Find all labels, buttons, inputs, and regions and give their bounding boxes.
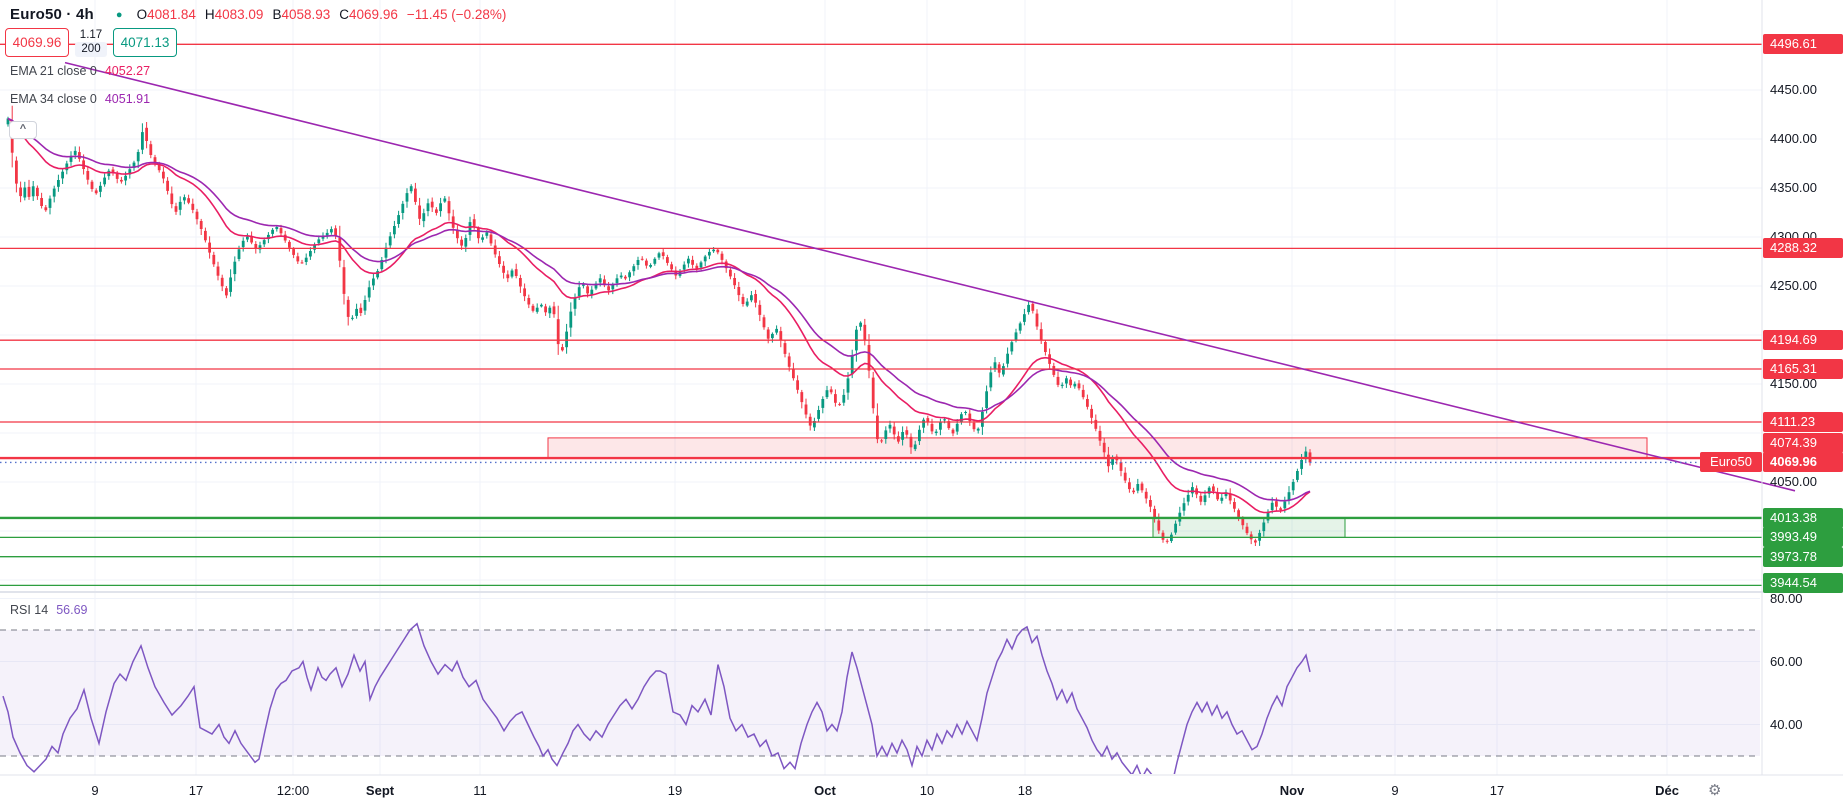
time-tick-label: 17 bbox=[1489, 783, 1505, 798]
rsi-legend[interactable]: RSI 14 56.69 bbox=[10, 603, 88, 617]
price-tick-label: 4050.00 bbox=[1770, 474, 1817, 489]
rsi-tick-label: 40.00 bbox=[1770, 716, 1803, 732]
quote-widget: 4069.96 1.17 200 4071.13 bbox=[5, 28, 177, 57]
candles-layer bbox=[6, 105, 1312, 546]
chevron-up-icon[interactable]: ^ bbox=[9, 121, 37, 139]
symbol-title[interactable]: Euro50 · 4h bbox=[10, 6, 94, 23]
ema21-legend[interactable]: EMA 21 close 0 4052.27 bbox=[10, 64, 151, 78]
price-level-badge: 4288.32 bbox=[1763, 238, 1843, 259]
change-value: −11.45 (−0.28%) bbox=[406, 7, 507, 22]
price-level-badge: 3973.78 bbox=[1763, 546, 1843, 567]
rsi-pane bbox=[0, 622, 1760, 774]
spread-value: 1.17 bbox=[79, 28, 103, 41]
time-tick-label: 18 bbox=[1017, 783, 1033, 798]
pane-borders bbox=[0, 0, 1843, 776]
price-tick-label: 4350.00 bbox=[1770, 180, 1817, 195]
market-status-icon: ● bbox=[115, 8, 123, 21]
price-level-badge: 4111.23 bbox=[1763, 411, 1843, 432]
spread-info: 1.17 200 bbox=[69, 29, 113, 57]
horizontal-levels[interactable] bbox=[0, 43, 1762, 587]
price-level-badge: 4165.31 bbox=[1763, 358, 1843, 379]
price-level-badge: 4074.39 bbox=[1763, 433, 1843, 454]
lot-size-value[interactable]: 200 bbox=[75, 41, 107, 57]
settings-gear-icon[interactable]: ⚙ bbox=[1708, 782, 1722, 799]
time-tick-label: 19 bbox=[667, 783, 683, 798]
time-tick-label: 17 bbox=[188, 783, 204, 798]
price-level-badge: 3944.54 bbox=[1763, 573, 1843, 594]
price-tick-label: 4450.00 bbox=[1770, 82, 1817, 97]
price-tick-label: 4400.00 bbox=[1770, 131, 1817, 146]
ema34-legend[interactable]: EMA 34 close 0 4051.91 bbox=[10, 92, 151, 106]
symbol-price-tag: Euro50 bbox=[1700, 452, 1762, 473]
buy-button[interactable]: 4071.13 bbox=[113, 28, 177, 57]
price-level-badge: 4194.69 bbox=[1763, 330, 1843, 351]
time-tick-label: 11 bbox=[473, 783, 487, 798]
time-tick-label: Déc bbox=[1655, 783, 1679, 798]
rsi-line bbox=[2, 622, 1311, 774]
price-level-badge: 4496.61 bbox=[1763, 34, 1843, 55]
time-axis[interactable] bbox=[0, 775, 1700, 808]
grid-layer bbox=[0, 0, 1762, 775]
price-tick-label: 4150.00 bbox=[1770, 376, 1817, 391]
chart-header: Euro50 · 4h ● O4081.84 H4083.09 B4058.93… bbox=[10, 6, 506, 23]
time-tick-label: 9 bbox=[91, 783, 99, 798]
descending-trendline[interactable] bbox=[64, 61, 1796, 492]
price-level-badge: 3993.49 bbox=[1763, 527, 1843, 548]
price-axis[interactable] bbox=[1763, 0, 1843, 775]
last-price-badge: 4069.96 bbox=[1763, 452, 1843, 473]
rsi-tick-label: 60.00 bbox=[1770, 653, 1803, 669]
price-tick-label: 4250.00 bbox=[1770, 278, 1817, 293]
price-level-badge: 4013.38 bbox=[1763, 507, 1843, 528]
time-tick-label: Oct bbox=[814, 783, 836, 798]
supply-demand-zones[interactable] bbox=[547, 437, 1648, 538]
ema-lines[interactable] bbox=[7, 117, 1311, 514]
sell-button[interactable]: 4069.96 bbox=[5, 28, 69, 57]
time-tick-label: Sept bbox=[365, 783, 395, 798]
time-tick-label: 12:00 bbox=[276, 783, 310, 798]
time-tick-label: 9 bbox=[1391, 783, 1399, 798]
time-tick-label: Nov bbox=[1279, 783, 1305, 798]
time-tick-label: 10 bbox=[919, 783, 935, 798]
rsi-tick-label: 80.00 bbox=[1770, 590, 1803, 606]
ohlc-values: O4081.84 H4083.09 B4058.93 C4069.96 −11.… bbox=[136, 7, 507, 22]
